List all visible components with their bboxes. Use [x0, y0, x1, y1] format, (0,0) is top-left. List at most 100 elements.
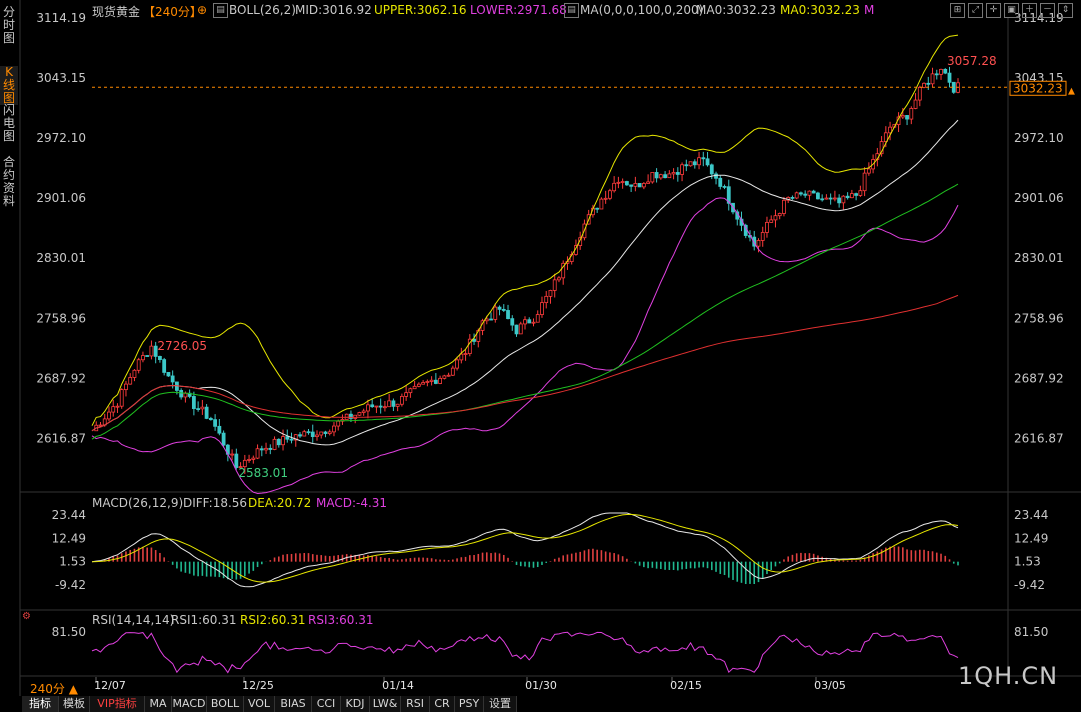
candle-body: [315, 434, 319, 438]
candle-body: [349, 413, 353, 419]
candle-body: [332, 425, 336, 433]
toolbar-button-9[interactable]: KDJ: [341, 696, 370, 712]
grid-icon[interactable]: ⊞: [950, 3, 965, 18]
boll-mid: MID:3016.92: [295, 3, 372, 17]
toolbar-button-13[interactable]: PSY: [455, 696, 484, 712]
candle-body: [238, 466, 243, 469]
macd-value: MACD:-4.31: [316, 496, 388, 510]
candle-body: [909, 108, 914, 120]
candle-body: [145, 355, 150, 357]
period-icon[interactable]: ⊕: [197, 3, 208, 17]
side-tab-1[interactable]: 分时图: [0, 6, 18, 45]
candle-body: [548, 290, 553, 297]
toolbar-button-12[interactable]: CR: [430, 696, 455, 712]
candle-body: [128, 377, 133, 385]
boll-settings-icon[interactable]: ▤: [213, 3, 228, 18]
candle-body: [917, 86, 922, 101]
candle-body: [913, 99, 918, 109]
price-tick-left: 2830.01: [36, 251, 86, 265]
side-tab-char: 线: [2, 78, 15, 92]
toolbar-button-8[interactable]: CCI: [312, 696, 341, 712]
price-tick-right: 2687.92: [1014, 371, 1064, 385]
toolbar-button-10[interactable]: LW&: [370, 696, 401, 712]
candle-body: [620, 181, 625, 183]
candle-body: [98, 424, 103, 427]
candle-body: [845, 195, 850, 199]
minus-icon[interactable]: －: [1040, 3, 1055, 18]
side-tab-char: 图: [2, 91, 15, 105]
candle-body: [527, 319, 532, 324]
candle-body: [557, 277, 561, 281]
toolbar-button-14[interactable]: 设置: [484, 696, 517, 712]
side-tab-char: 图: [2, 129, 15, 143]
candle-body: [378, 405, 383, 408]
toolbar-button-11[interactable]: RSI: [401, 696, 430, 712]
side-tab-char: K: [5, 65, 13, 79]
period-select[interactable]: 240分 ▲: [30, 682, 78, 696]
crosshair-icon[interactable]: ✛: [986, 3, 1001, 18]
candle-body: [136, 359, 141, 371]
candle-body: [395, 403, 400, 407]
macd-tick-right: 12.49: [1014, 531, 1048, 545]
candle-body: [370, 404, 375, 408]
candle-body: [183, 392, 188, 398]
side-tab-4[interactable]: 合约资料: [0, 156, 18, 208]
candle-body: [794, 192, 799, 199]
indicator-gear-icon[interactable]: ⚙: [22, 611, 31, 622]
candle-body: [455, 359, 459, 369]
ma-settings-icon[interactable]: ▤: [564, 3, 579, 18]
side-tab-3[interactable]: 闪电图: [0, 104, 18, 143]
candle-body: [616, 181, 621, 184]
candle-body: [650, 172, 655, 183]
candle-body: [862, 172, 867, 192]
toolbar-button-1[interactable]: 模板: [59, 696, 90, 712]
toolbar-button-2[interactable]: VIP指标: [90, 696, 145, 712]
ma100-line: [91, 183, 959, 440]
candle-body: [837, 197, 842, 204]
candle-body: [934, 73, 939, 76]
date-tick-label: 03/05: [814, 679, 846, 692]
scale-icon[interactable]: ⇕: [1058, 3, 1073, 18]
price-tick-left: 2758.96: [36, 311, 86, 325]
candle-body: [124, 383, 128, 391]
price-tick-right: 2830.01: [1014, 251, 1064, 265]
candle-body: [200, 406, 205, 410]
macd-diff: DIFF:18.56: [183, 496, 248, 510]
candle-body: [816, 192, 820, 200]
toolbar-button-7[interactable]: BIAS: [275, 696, 312, 712]
toolbar-button-4[interactable]: MACD: [172, 696, 207, 712]
candle-body: [497, 306, 502, 310]
candle-body: [803, 193, 808, 196]
date-tick-label: 01/14: [382, 679, 414, 692]
instrument-name: 现货黄金: [92, 5, 141, 19]
candle-body: [293, 434, 298, 441]
candle-body: [149, 345, 154, 357]
candle-body: [107, 411, 111, 420]
side-tab-char: 资: [2, 181, 15, 195]
plus-icon[interactable]: ＋: [1022, 3, 1037, 18]
candle-body: [361, 410, 366, 413]
frame-icon[interactable]: ▣: [1004, 3, 1019, 18]
candle-body: [467, 338, 472, 354]
candle-body: [383, 406, 387, 409]
candle-body: [782, 199, 786, 214]
period-label[interactable]: 【240分】: [143, 5, 202, 19]
candle-body: [824, 197, 829, 200]
candle-body: [408, 388, 413, 394]
candle-body: [208, 418, 213, 421]
candle-body: [799, 192, 803, 195]
candle-body: [281, 436, 285, 446]
maximize-icon[interactable]: ⤢: [968, 3, 983, 18]
candle-body: [204, 406, 209, 419]
toolbar-button-0[interactable]: 指标: [22, 696, 59, 712]
candle-body: [883, 132, 888, 142]
candle-body: [599, 198, 604, 210]
toolbar-button-5[interactable]: BOLL: [207, 696, 244, 712]
candle-body: [905, 115, 909, 120]
toolbar-button-3[interactable]: MA: [145, 696, 172, 712]
candle-body: [111, 406, 116, 413]
candle-body: [612, 182, 617, 192]
toolbar-button-6[interactable]: VOL: [244, 696, 275, 712]
